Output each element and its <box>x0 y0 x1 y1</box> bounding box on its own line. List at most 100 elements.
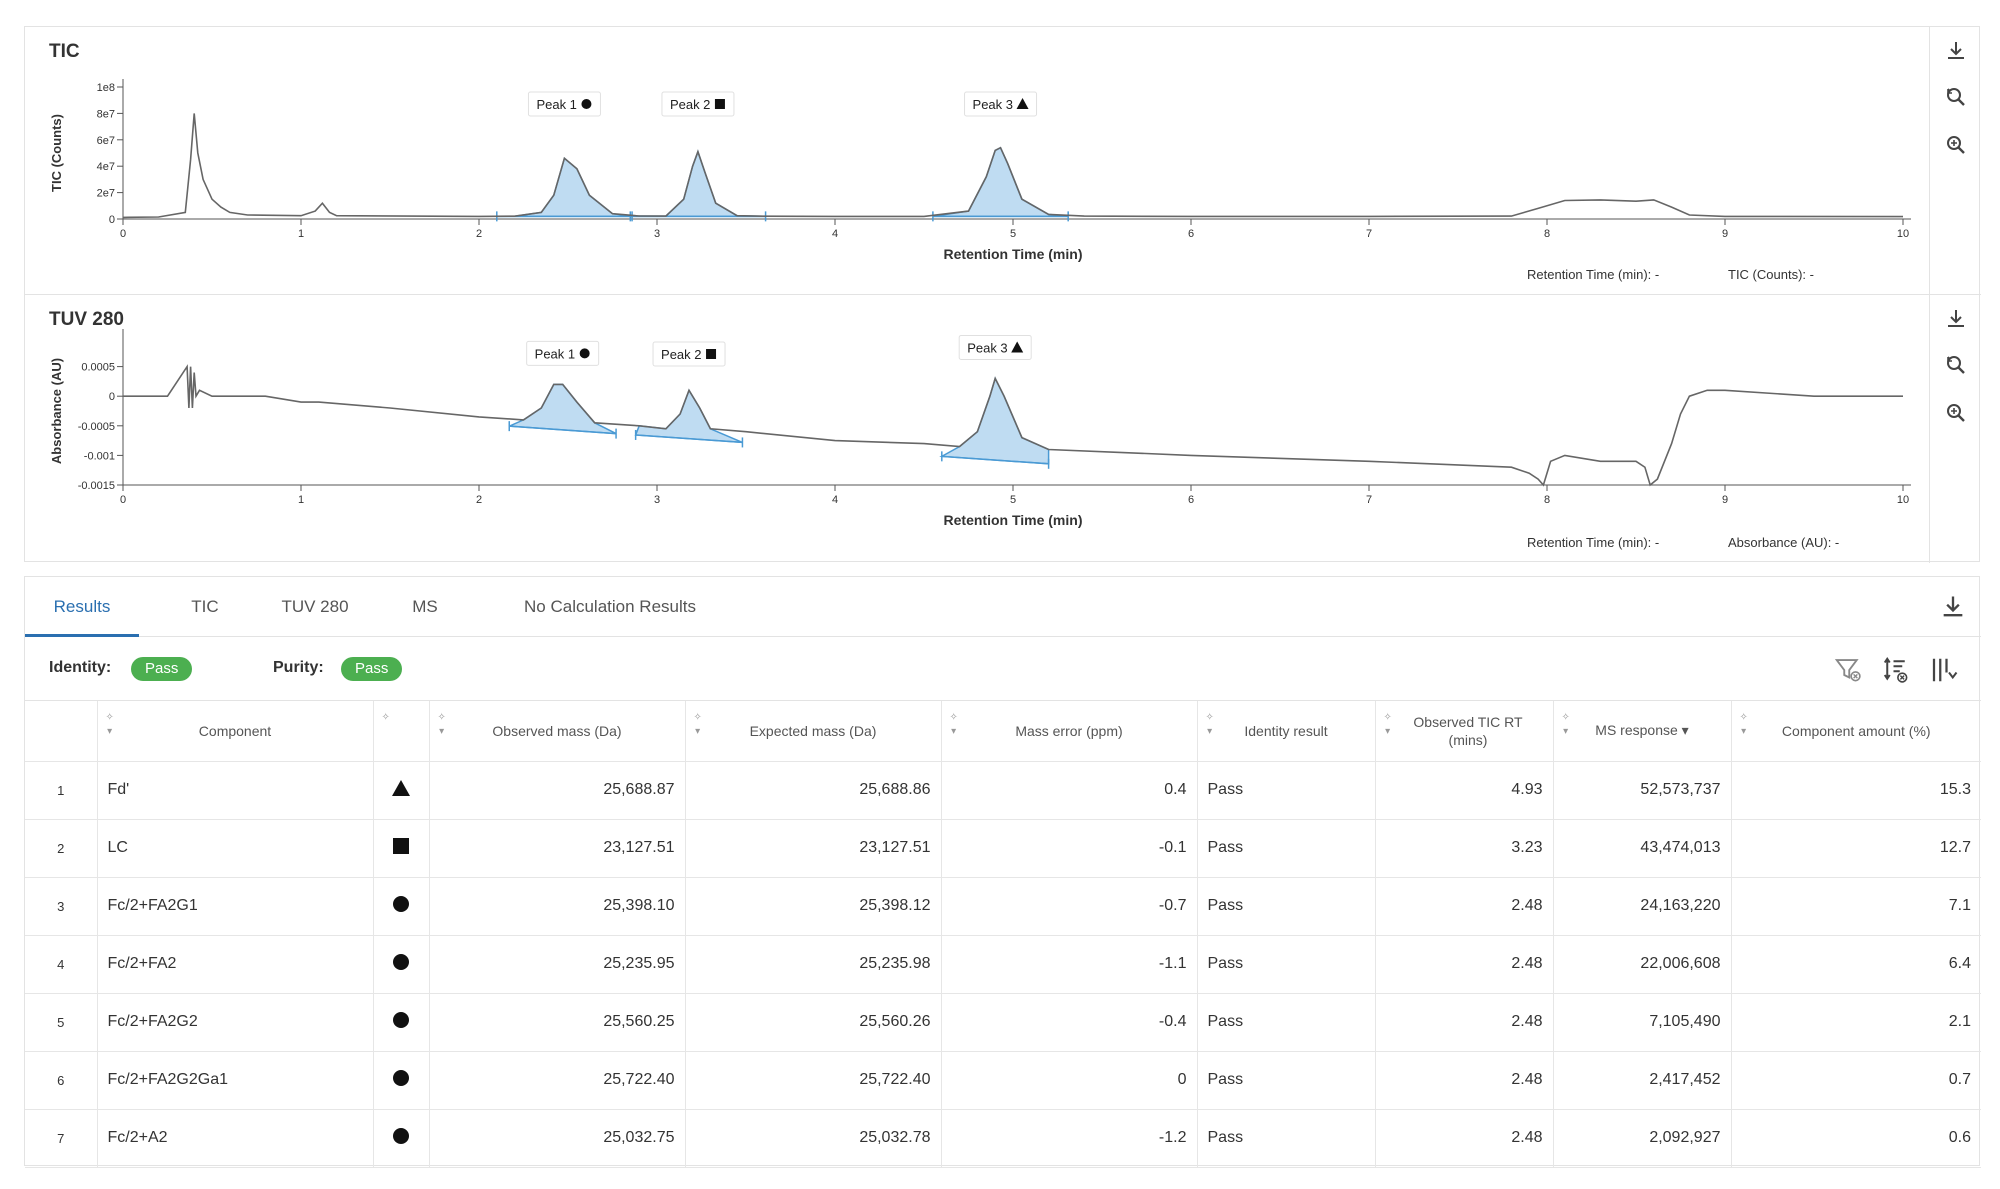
tic-chart-section: TIC 0 1 2 3 4 5 6 7 8 9 10 0 2e7 4e7 6e7 8e7 1e8 Retentio… <box>25 27 1981 295</box>
component-amount: 0.7 <box>1731 1051 1981 1110</box>
peak-area-1 <box>496 156 633 218</box>
table-row-6[interactable]: 6 Fc/2+FA2G2Ga1 25,722.40 25,722.40 0 Pa… <box>25 1051 1981 1110</box>
tab-tic[interactable]: TIC <box>191 597 219 616</box>
results-panel: Results TIC TUV 280 MS No Calculation Re… <box>24 576 1981 1168</box>
triangle-icon <box>1016 98 1029 109</box>
pin-filter-icon[interactable]: ✧ ▾ <box>1205 712 1214 737</box>
x-tick-label: 5 <box>1010 228 1016 240</box>
column-header-expected-mass[interactable]: ✧ ▾ Expected mass (Da) <box>685 701 942 762</box>
column-header-index <box>25 701 98 762</box>
component-name: Fc/2+FA2 <box>97 935 374 994</box>
table-row-4[interactable]: 4 Fc/2+FA2 25,235.95 25,235.98 -1.1 Pass… <box>25 935 1981 994</box>
circle-icon <box>393 1011 409 1028</box>
y-tick-label: 2e7 <box>97 188 115 200</box>
tab-no-calculation-results[interactable]: No Calculation Results <box>524 597 696 616</box>
tab-results[interactable]: Results <box>25 577 139 637</box>
x-axis-label: Retention Time (min) <box>944 246 1083 262</box>
zoom-in-icon[interactable] <box>1942 399 1970 427</box>
tab-tuv-280[interactable]: TUV 280 <box>281 597 349 616</box>
identity-result: Pass <box>1197 877 1376 936</box>
square-icon <box>706 349 717 359</box>
reset-zoom-icon[interactable] <box>1942 83 1970 111</box>
download-icon[interactable] <box>1939 593 1967 621</box>
table-row-7[interactable]: 7 Fc/2+A2 25,032.75 25,032.78 -1.2 Pass … <box>25 1109 1981 1168</box>
x-tick-label: 3 <box>654 494 660 506</box>
x-tick-label: 0 <box>120 228 126 240</box>
download-icon[interactable] <box>1942 37 1970 65</box>
tuv-value-readout: Absorbance (AU): - <box>1728 535 1840 550</box>
results-table: ✧ ▾ Component ✧ ✧ ▾ Observed mass (Da) ✧ ▾ Exp… <box>25 701 1981 1168</box>
x-tick-label: 8 <box>1544 494 1550 506</box>
filter-clear-icon[interactable] <box>1833 655 1863 685</box>
table-row-5[interactable]: 5 Fc/2+FA2G2 25,560.25 25,560.26 -0.4 Pa… <box>25 993 1981 1052</box>
component-name: Fc/2+FA2G2Ga1 <box>97 1051 374 1110</box>
x-tick-label: 9 <box>1722 494 1728 506</box>
x-tick-label: 7 <box>1366 494 1372 506</box>
reset-zoom-icon[interactable] <box>1942 351 1970 379</box>
identity-result: Pass <box>1197 819 1376 878</box>
column-header-component-amount[interactable]: ✧ ▾ Component amount (%) <box>1731 701 1981 762</box>
component-amount: 7.1 <box>1731 877 1981 936</box>
pin-filter-icon[interactable]: ✧ ▾ <box>1561 712 1570 737</box>
component-amount: 2.1 <box>1731 993 1981 1052</box>
pin-filter-icon[interactable]: ✧ ▾ <box>437 712 446 737</box>
component-name: LC <box>97 819 374 878</box>
pin-filter-icon[interactable]: ✧ ▾ <box>949 712 958 737</box>
ms-response: 7,105,490 <box>1553 993 1732 1052</box>
tic-chart[interactable]: 0 1 2 3 4 5 6 7 8 9 10 0 2e7 4e7 6e7 8e7 1e8 Retention Ti… <box>25 27 1929 295</box>
tab-ms[interactable]: MS <box>412 597 438 616</box>
mass-error: -0.7 <box>941 877 1198 936</box>
table-header-row: ✧ ▾ Component ✧ ✧ ▾ Observed mass (Da) ✧ ▾ Exp… <box>25 701 1981 762</box>
column-header-ms-response[interactable]: ✧ ▾ MS response ▾ <box>1553 701 1732 762</box>
expected-mass: 25,722.40 <box>685 1051 942 1110</box>
ms-response: 43,474,013 <box>1553 819 1732 878</box>
circle-icon <box>393 953 409 970</box>
column-header-shape[interactable]: ✧ <box>373 701 430 762</box>
pin-icon[interactable]: ✧ <box>381 712 390 723</box>
peak-label-text: Peak 2 <box>670 97 710 112</box>
pin-filter-icon[interactable]: ✧ ▾ <box>1383 712 1392 737</box>
table-row-1[interactable]: 1 Fd' 25,688.87 25,688.86 0.4 Pass 4.93 … <box>25 761 1981 820</box>
y-tick-label: 0.0005 <box>81 362 115 374</box>
x-tick-label: 8 <box>1544 228 1550 240</box>
columns-icon[interactable] <box>1929 655 1959 685</box>
zoom-in-icon[interactable] <box>1942 131 1970 159</box>
triangle-icon <box>1011 341 1024 353</box>
peak-area-3 <box>939 376 1050 465</box>
table-row-2[interactable]: 2 LC 23,127.51 23,127.51 -0.1 Pass 3.23 … <box>25 819 1981 878</box>
results-tabs: Results TIC TUV 280 MS No Calculation Re… <box>25 577 1981 637</box>
component-name: Fc/2+A2 <box>97 1109 374 1168</box>
column-header-component[interactable]: ✧ ▾ Component <box>97 701 374 762</box>
y-tick-label: 8e7 <box>97 108 115 120</box>
expected-mass: 23,127.51 <box>685 819 942 878</box>
pin-filter-icon[interactable]: ✧ ▾ <box>693 712 702 737</box>
y-tick-label: 0 <box>109 391 115 403</box>
column-header-mass-error[interactable]: ✧ ▾ Mass error (ppm) <box>941 701 1198 762</box>
row-index: 1 <box>25 761 98 820</box>
results-summary: Identity: Pass Purity: Pass <box>25 637 1981 701</box>
ms-response: 22,006,608 <box>1553 935 1732 994</box>
peak-baseline-1 <box>509 425 617 435</box>
sort-clear-icon[interactable] <box>1881 655 1911 685</box>
tuv-chart[interactable]: 0 1 2 3 4 5 6 7 8 9 10 -0.0015 -0.001 -0.0005 0 0.0005 R… <box>25 295 1929 563</box>
peak-label-text: Peak 2 <box>661 347 701 362</box>
download-icon[interactable] <box>1942 305 1970 333</box>
y-axis-label: TIC (Counts) <box>49 114 64 192</box>
x-tick-label: 2 <box>476 494 482 506</box>
column-header-observed-mass[interactable]: ✧ ▾ Observed mass (Da) <box>429 701 686 762</box>
x-tick-label: 1 <box>298 494 304 506</box>
observed-mass: 25,235.95 <box>429 935 686 994</box>
pin-filter-icon[interactable]: ✧ ▾ <box>1739 712 1748 737</box>
x-tick-label: 10 <box>1897 228 1909 240</box>
table-row-3[interactable]: 3 Fc/2+FA2G1 25,398.10 25,398.12 -0.7 Pa… <box>25 877 1981 936</box>
identity-label: Identity: <box>49 659 112 676</box>
column-header-identity-result[interactable]: ✧ ▾ Identity result <box>1197 701 1376 762</box>
mass-error: -0.1 <box>941 819 1198 878</box>
ms-response: 2,417,452 <box>1553 1051 1732 1110</box>
column-header-observed-tic-rt[interactable]: ✧ ▾ Observed TIC RT (mins) <box>1375 701 1554 762</box>
tic-toolbar <box>1929 27 1981 295</box>
pin-filter-icon[interactable]: ✧ ▾ <box>105 712 114 737</box>
expected-mass: 25,398.12 <box>685 877 942 936</box>
observed-tic-rt: 4.93 <box>1375 761 1554 820</box>
tuv-toolbar <box>1929 295 1981 563</box>
